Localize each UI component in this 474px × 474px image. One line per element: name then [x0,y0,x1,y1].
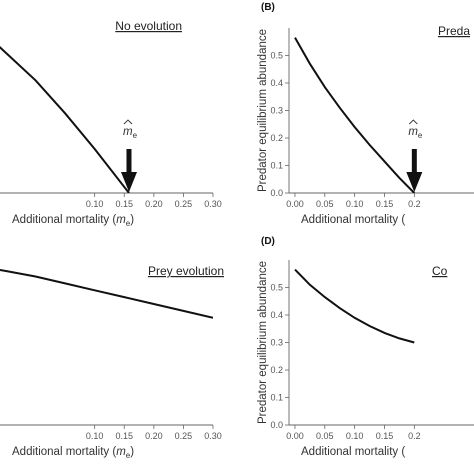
x-axis-label: Additional mortality (me) [12,214,134,228]
hat-mark [409,119,418,125]
panel-title: Prey evolution [148,264,224,278]
arrow-shaft [411,149,417,173]
x-axis-label: Additional mortality (me) [12,446,134,460]
y-tick-label: 0.1 [270,161,283,171]
x-tick-label: 0.2 [408,431,421,441]
x-tick-label: 0.10 [346,431,364,441]
x-tick-label: 0.20 [145,199,163,209]
x-axis-label-main: Additional mortality ( [301,446,405,458]
x-tick-label: 0.00 [286,431,304,441]
panel-title: Co [432,264,448,278]
panel-title: Preda [438,24,470,38]
panel-letter: (B) [261,2,275,13]
y-tick-label: 0.2 [270,133,283,143]
panel-a: 0.10 0.15 0.20 0.25 0.30 Additional mortality… [0,19,222,228]
threshold-label-sub: e [418,131,423,140]
y-tick-label: 0.1 [270,393,283,403]
threshold-annotation: me [406,119,423,192]
threshold-label-var: m [123,126,133,138]
x-tick-label: 0.15 [115,199,133,209]
x-axis-label: Additional mortality ( [301,446,405,458]
y-tick-label: 0.2 [270,365,283,375]
x-tick-label: 0.30 [204,431,222,441]
threshold-annotation: me [120,119,138,192]
y-tick-label: 0.0 [270,188,283,198]
x-tick-label: 0.25 [175,431,193,441]
threshold-label: me [123,126,138,140]
x-tick-label: 0.15 [376,431,394,441]
x-tick-label: 0.15 [376,199,394,209]
panel-b: 0.00 0.05 0.10 0.15 0.20.00.10.20.30.40.5Pre… [257,2,474,226]
x-tick-label: 0.05 [316,199,334,209]
x-tick-label: 0.20 [145,431,163,441]
series-line [0,45,130,193]
y-tick-label: 0.3 [270,106,283,116]
panel-d: 0.00 0.05 0.10 0.15 0.2 0.0 0.1 0.2 0.3 0.4 0.5Pre… [257,236,474,458]
arrow-shaft [126,149,132,173]
threshold-label-sub: e [133,131,138,140]
x-axis-label-main: Additional mortality ( [12,214,116,226]
x-tick-label: 0.15 [115,431,133,441]
series-line [294,268,415,344]
x-tick-label: 0.30 [204,199,222,209]
y-tick-label: 0.3 [270,338,283,348]
x-tick-label: 0.05 [316,431,334,441]
x-axis-label-var: m [116,214,126,226]
y-axis-label: Predator equilibrium abundance [257,29,269,192]
threshold-label-var: m [408,126,418,138]
x-tick-label: 0.10 [346,199,364,209]
x-tick-label: 0.2 [408,199,421,209]
panel-letter: (D) [261,236,275,247]
panel-title: No evolution [115,19,182,33]
series-line [294,37,416,193]
x-tick-label: 0.25 [175,199,193,209]
x-axis-label-main: Additional mortality ( [12,446,116,458]
x-axis-label-sub: e [126,219,131,228]
x-axis-label-end: ) [130,446,134,458]
x-axis-label-end: ) [130,214,134,226]
hat-mark [123,119,133,125]
y-tick-label: 0.4 [270,78,283,88]
y-axis-label: Predator equilibrium abundance [257,261,269,424]
arrow-down-icon [406,172,423,192]
panel-c: 0.10 0.15 0.20 0.25 0.30 Additional mortality… [0,264,224,460]
series-line [0,268,213,319]
y-tick-label: 0.0 [270,420,283,430]
x-axis-label-var: m [116,446,126,458]
y-tick-label: 0.5 [270,51,283,61]
x-axis-label-sub: e [126,451,131,460]
x-axis-label: Additional mortality ( [301,214,405,226]
threshold-label: me [408,126,423,140]
y-tick-label: 0.5 [270,283,283,293]
x-axis-label-main: Additional mortality ( [301,214,405,226]
arrow-down-icon [120,172,137,192]
x-tick-label: 0.10 [86,431,104,441]
x-tick-label: 0.10 [86,199,104,209]
x-tick-label: 0.00 [286,199,304,209]
y-tick-label: 0.4 [270,310,283,320]
